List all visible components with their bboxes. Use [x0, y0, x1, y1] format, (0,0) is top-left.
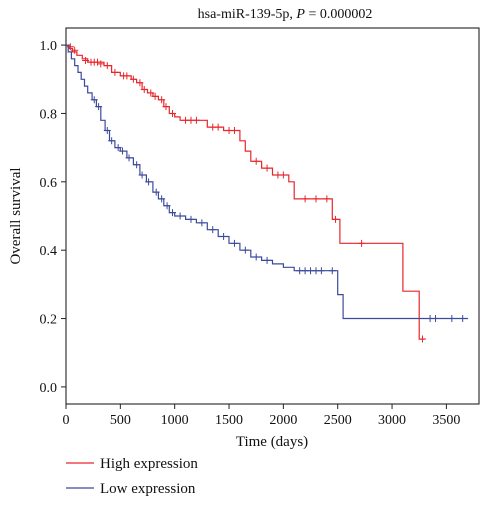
y-axis-ticks: 0.0 0.2 0.4 0.6 0.8 1.0: [40, 39, 66, 396]
high-expression-censor-mark: [230, 127, 238, 135]
high-expression-censor-mark: [323, 195, 331, 203]
y-tick-label: 0.4: [40, 244, 58, 259]
low-expression-censor-mark: [220, 233, 228, 241]
x-axis-ticks: 0 500 1000 1500 2000 2500 3000 3500: [63, 404, 460, 428]
high-expression-censor-mark: [97, 60, 105, 68]
legend-label-high-expression: High expression: [100, 456, 198, 472]
series-layer: [66, 43, 469, 343]
high-expression-censor-mark: [418, 335, 426, 343]
low-expression-censor-mark: [133, 161, 141, 169]
x-tick-label: 500: [110, 413, 131, 428]
high-expression-censor-mark: [136, 79, 144, 87]
low-expression-censor-mark: [152, 188, 160, 196]
x-tick-label: 3500: [432, 413, 460, 428]
high-expression-censor-mark: [151, 92, 159, 100]
x-tick-label: 2000: [269, 413, 297, 428]
legend: High expression Low expression: [66, 456, 198, 497]
y-tick-label: 0.2: [40, 313, 58, 328]
low-expression-censor-mark: [459, 315, 467, 323]
y-axis-title: Overall survival: [8, 167, 24, 264]
high-expression-survival-curve: [66, 44, 425, 340]
low-expression-censor-mark: [198, 219, 206, 227]
plot-frame: [65, 27, 480, 405]
low-expression-censor-mark: [230, 239, 238, 247]
high-expression-censor-mark: [301, 195, 309, 203]
high-expression-censor-mark: [82, 56, 90, 64]
high-expression-censor-mark: [192, 116, 200, 124]
low-expression-censor-mark: [317, 267, 325, 275]
high-expression-censor-mark: [279, 171, 287, 179]
high-expression-censor-mark: [71, 46, 79, 54]
low-expression-censor-mark: [432, 315, 440, 323]
x-axis-title: Time (days): [236, 434, 308, 450]
high-expression-censor-mark: [158, 96, 166, 104]
high-expression-censor-mark: [252, 157, 260, 165]
high-expression-censor-mark: [162, 103, 170, 111]
high-expression-censor-mark: [129, 75, 137, 83]
low-expression-censor-mark: [90, 96, 98, 104]
y-tick-label: 0.6: [40, 176, 58, 191]
x-tick-label: 1500: [215, 413, 243, 428]
low-expression-censor-mark: [103, 127, 111, 135]
chart-title: hsa-miR-139-5p, P = 0.000002: [198, 7, 373, 22]
low-expression-censor-mark: [138, 171, 146, 179]
low-expression-censor-mark: [125, 154, 133, 162]
high-expression-censor-mark: [358, 239, 366, 247]
x-tick-label: 3000: [378, 413, 406, 428]
low-expression-censor-mark: [209, 226, 217, 234]
low-expression-censor-mark: [119, 147, 127, 155]
high-expression-censor-mark: [111, 68, 119, 76]
high-expression-censor-mark: [169, 109, 177, 117]
high-expression-censor-mark: [312, 195, 320, 203]
low-expression-censor-mark: [145, 178, 153, 186]
y-tick-label: 0.0: [40, 381, 58, 396]
low-expression-censor-mark: [95, 103, 103, 111]
y-tick-label: 1.0: [40, 39, 58, 54]
x-tick-label: 0: [63, 413, 70, 428]
high-expression-censor-mark: [332, 215, 340, 223]
low-expression-censor-mark: [252, 253, 260, 261]
legend-label-low-expression: Low expression: [100, 481, 196, 497]
high-expression-censor-mark: [123, 72, 131, 80]
high-expression-censor-mark: [94, 58, 102, 66]
low-expression-censor-mark: [169, 209, 177, 217]
x-tick-label: 2500: [324, 413, 352, 428]
low-expression-censor-mark: [241, 246, 249, 254]
high-expression-censor-mark: [103, 62, 111, 70]
high-expression-censor-mark: [147, 89, 155, 97]
low-expression-censor-mark: [187, 215, 195, 223]
y-tick-label: 0.8: [40, 107, 58, 122]
low-expression-censor-mark: [448, 315, 456, 323]
high-expression-censor-mark: [140, 86, 148, 94]
high-expression-censor-mark: [263, 164, 271, 172]
low-expression-censor-mark: [328, 267, 336, 275]
low-expression-censor-mark: [114, 144, 122, 152]
low-expression-censor-mark: [163, 202, 171, 210]
low-expression-censor-mark: [158, 195, 166, 203]
x-tick-label: 1000: [161, 413, 189, 428]
low-expression-survival-curve: [66, 44, 469, 320]
low-expression-censor-mark: [108, 137, 116, 145]
low-expression-censor-mark: [176, 212, 184, 220]
low-expression-censor-mark: [263, 256, 271, 264]
high-expression-censor-mark: [214, 123, 222, 131]
